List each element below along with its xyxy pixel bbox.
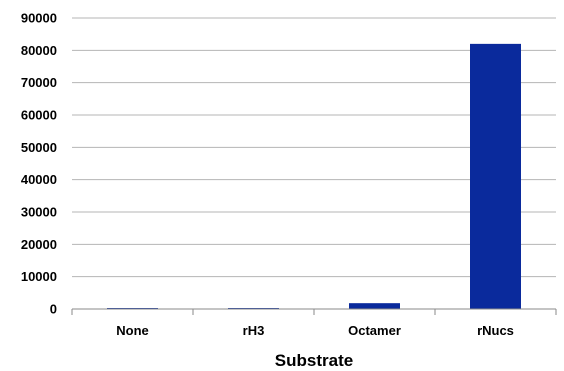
axes — [71, 308, 557, 315]
bar-rnucs — [470, 43, 521, 309]
x-axis-title: Substrate — [275, 351, 353, 370]
y-tick-label: 10000 — [21, 269, 57, 284]
y-tick-label: 60000 — [21, 108, 57, 123]
x-tick-label: Octamer — [348, 323, 401, 338]
x-tick-label: None — [116, 323, 149, 338]
gridlines — [72, 17, 556, 278]
y-tick-label: 40000 — [21, 172, 57, 187]
y-tick-label: 50000 — [21, 140, 57, 155]
y-tick-label: 80000 — [21, 43, 57, 58]
x-tick-label: rH3 — [243, 323, 265, 338]
y-tick-labels: 0 10000 20000 30000 40000 50000 60000 70000 8000… — [21, 11, 57, 317]
x-tick-labels: None rH3 Octamer rNucs — [116, 323, 514, 338]
y-tick-label: 0 — [50, 302, 57, 317]
x-tick-label: rNucs — [477, 323, 514, 338]
y-tick-label: 70000 — [21, 75, 57, 90]
bar-octamer — [349, 303, 400, 309]
y-tick-label: 30000 — [21, 205, 57, 220]
bars — [107, 43, 521, 309]
y-tick-label: 20000 — [21, 237, 57, 252]
y-tick-label: 90000 — [21, 11, 57, 26]
